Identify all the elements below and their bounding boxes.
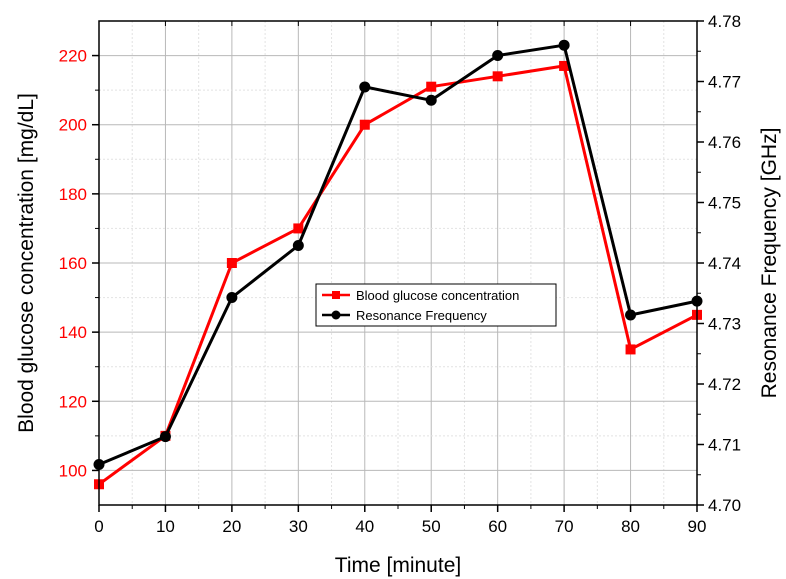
- x-tick-label: 10: [156, 517, 175, 536]
- y-tick-label: 100: [59, 461, 87, 480]
- y-tick-label: 160: [59, 254, 87, 273]
- legend-box: [315, 283, 557, 327]
- grid: [99, 21, 697, 505]
- series-0-point: [625, 344, 636, 355]
- x-tick-label: 30: [289, 517, 308, 536]
- y2-tick-label: 4.77: [708, 73, 741, 92]
- x-axis-title: Time [minute]: [335, 554, 461, 577]
- x-tick-label: 20: [222, 517, 241, 536]
- legend-marker-0: [332, 291, 340, 299]
- series-1-point: [625, 309, 637, 321]
- series-1-point: [359, 81, 371, 93]
- y-tick-label: 140: [59, 323, 87, 342]
- y2-tick-label: 4.76: [708, 133, 741, 152]
- y2-tick-label: 4.70: [708, 496, 741, 515]
- series-0-point: [492, 71, 503, 82]
- y2-tick-label: 4.75: [708, 194, 741, 213]
- series-1-point: [425, 94, 437, 106]
- legend-label-blood-glucose: Blood glucose concentration: [356, 288, 519, 303]
- series-1-point: [292, 239, 304, 251]
- y2-tick-label: 4.74: [708, 254, 741, 273]
- series-0-point: [226, 258, 237, 268]
- series-0-point: [359, 119, 370, 130]
- series-1-point: [492, 49, 504, 61]
- y2-axis-title: Resonance Frequency [GHz]: [758, 128, 781, 399]
- y-tick-label: 200: [59, 116, 87, 135]
- y2-tick-label: 4.73: [708, 315, 741, 334]
- series-0-point: [559, 60, 570, 71]
- y-tick-label: 180: [59, 185, 87, 204]
- series-1-point: [226, 291, 238, 303]
- x-tick-label: 90: [688, 517, 707, 536]
- x-tick-label: 80: [621, 517, 640, 536]
- y2-tick-label: 4.71: [708, 436, 741, 455]
- series-1-point: [159, 431, 171, 443]
- series-1-point: [558, 39, 570, 51]
- legend-marker-1: [331, 310, 341, 320]
- series-line-1: [98, 43, 698, 466]
- x-tick-label: 0: [94, 517, 103, 536]
- y2-tick-label: 4.72: [708, 375, 741, 394]
- y-tick-label: 220: [59, 47, 87, 66]
- x-tick-label: 40: [355, 517, 374, 536]
- x-tick-label: 70: [555, 517, 574, 536]
- series-line-0: [98, 64, 698, 486]
- series-0-point: [426, 81, 437, 92]
- legend-label-resonance-frequency: Resonance Frequency: [356, 308, 487, 323]
- series-layer: [93, 39, 703, 490]
- axes: 0 10 20 30 40 50 60 70 80 90 100 120 140 160 180 200 220…: [59, 12, 741, 536]
- y-tick-label: 120: [59, 392, 87, 411]
- x-tick-label: 60: [488, 517, 507, 536]
- y-axis-title: Blood glucose concentration [mg/dL]: [15, 93, 38, 433]
- x-tick-label: 50: [422, 517, 441, 536]
- y2-tick-label: 4.78: [708, 12, 741, 31]
- legend: Blood glucose concentration Resonance Fr…: [315, 283, 557, 327]
- series-0-point: [293, 223, 304, 234]
